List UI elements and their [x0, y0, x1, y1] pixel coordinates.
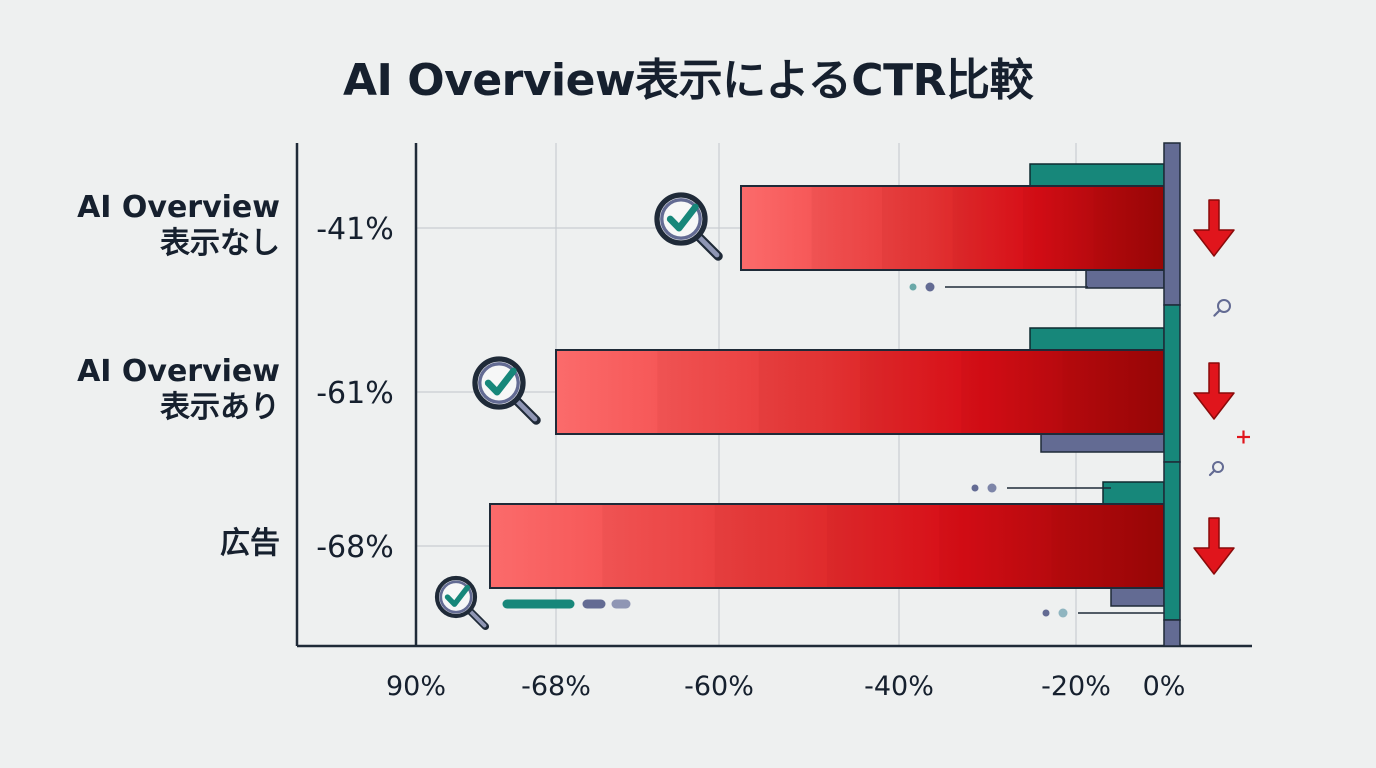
check-mark — [484, 367, 517, 396]
magnifier-check-icon — [472, 356, 541, 425]
bar-shade — [714, 505, 827, 587]
zero-pillar-segment — [1163, 304, 1181, 463]
accent-dot — [1058, 608, 1068, 618]
bar-shade — [1023, 187, 1094, 269]
small-search-icon — [1213, 299, 1231, 317]
bar-3 — [489, 503, 1165, 589]
magnifier-lens — [654, 192, 708, 246]
bar-shade — [860, 351, 962, 433]
accent-dot — [1042, 609, 1050, 617]
x-tick-label: -68% — [521, 671, 591, 702]
small-search-icon — [1208, 461, 1224, 477]
bar-shade — [961, 351, 1063, 433]
bar-shade — [811, 187, 882, 269]
bar-shade — [758, 351, 860, 433]
accent-dot — [987, 483, 997, 493]
accent-dot — [971, 484, 979, 492]
bar-shade — [1093, 187, 1164, 269]
dots-line-accent — [971, 483, 1111, 493]
magnifier-ring — [439, 580, 473, 614]
x-tick-label: -40% — [864, 671, 934, 702]
down-arrow-icon — [1193, 362, 1235, 420]
plus-icon — [1237, 430, 1250, 444]
x-tick-label: 90% — [386, 671, 446, 702]
magnifier-ring — [478, 362, 520, 404]
category-label: AI Overview 表示なし — [77, 190, 280, 261]
small-search-handle — [1213, 309, 1221, 317]
bar-shade — [827, 505, 940, 587]
bar-shade — [657, 351, 759, 433]
small-search-lens — [1212, 461, 1224, 473]
dots-line-accent — [909, 282, 1088, 292]
x-tick-label: -60% — [684, 671, 754, 702]
x-tick-label: -20% — [1041, 671, 1111, 702]
bar-shade — [882, 187, 953, 269]
chart-title: AI Overview表示によるCTR比較 — [343, 55, 1034, 106]
magnifier-check-icon — [654, 192, 723, 261]
dots-line-accent — [1042, 608, 1164, 618]
magnifier-handle-highlight — [697, 235, 720, 258]
data-label: -68% — [316, 530, 394, 565]
bar-shade — [939, 505, 1052, 587]
bar-shade — [952, 187, 1023, 269]
magnifier-ring — [660, 198, 702, 240]
data-label: -61% — [316, 376, 394, 411]
zero-pillar-segment — [1163, 142, 1181, 306]
category-label: AI Overview 表示あり — [77, 354, 280, 425]
bar-2 — [555, 349, 1165, 435]
magnifier-lens — [434, 575, 478, 619]
down-arrow-icon — [1193, 517, 1235, 575]
small-search-handle — [1208, 469, 1216, 477]
check-mark — [444, 584, 471, 607]
bar-shade — [1051, 505, 1164, 587]
magnifier-handle-highlight — [515, 399, 538, 422]
small-search-lens — [1217, 299, 1231, 313]
magnifier-lens — [472, 356, 526, 410]
magnifier-handle-highlight — [469, 610, 487, 628]
zero-pillar-segment — [1163, 619, 1181, 647]
data-label: -41% — [316, 212, 394, 247]
bar-shade — [1062, 351, 1164, 433]
check-mark — [666, 203, 699, 232]
bar-1 — [740, 185, 1165, 271]
accent-dot — [909, 283, 917, 291]
down-arrow-icon — [1193, 199, 1235, 257]
category-label: 広告 — [220, 526, 280, 561]
accent-dot — [925, 282, 935, 292]
x-tick-label: 0% — [1143, 671, 1186, 702]
zero-pillar-segment — [1163, 461, 1181, 621]
magnifier-check-icon — [434, 575, 490, 631]
bar-shade — [602, 505, 715, 587]
